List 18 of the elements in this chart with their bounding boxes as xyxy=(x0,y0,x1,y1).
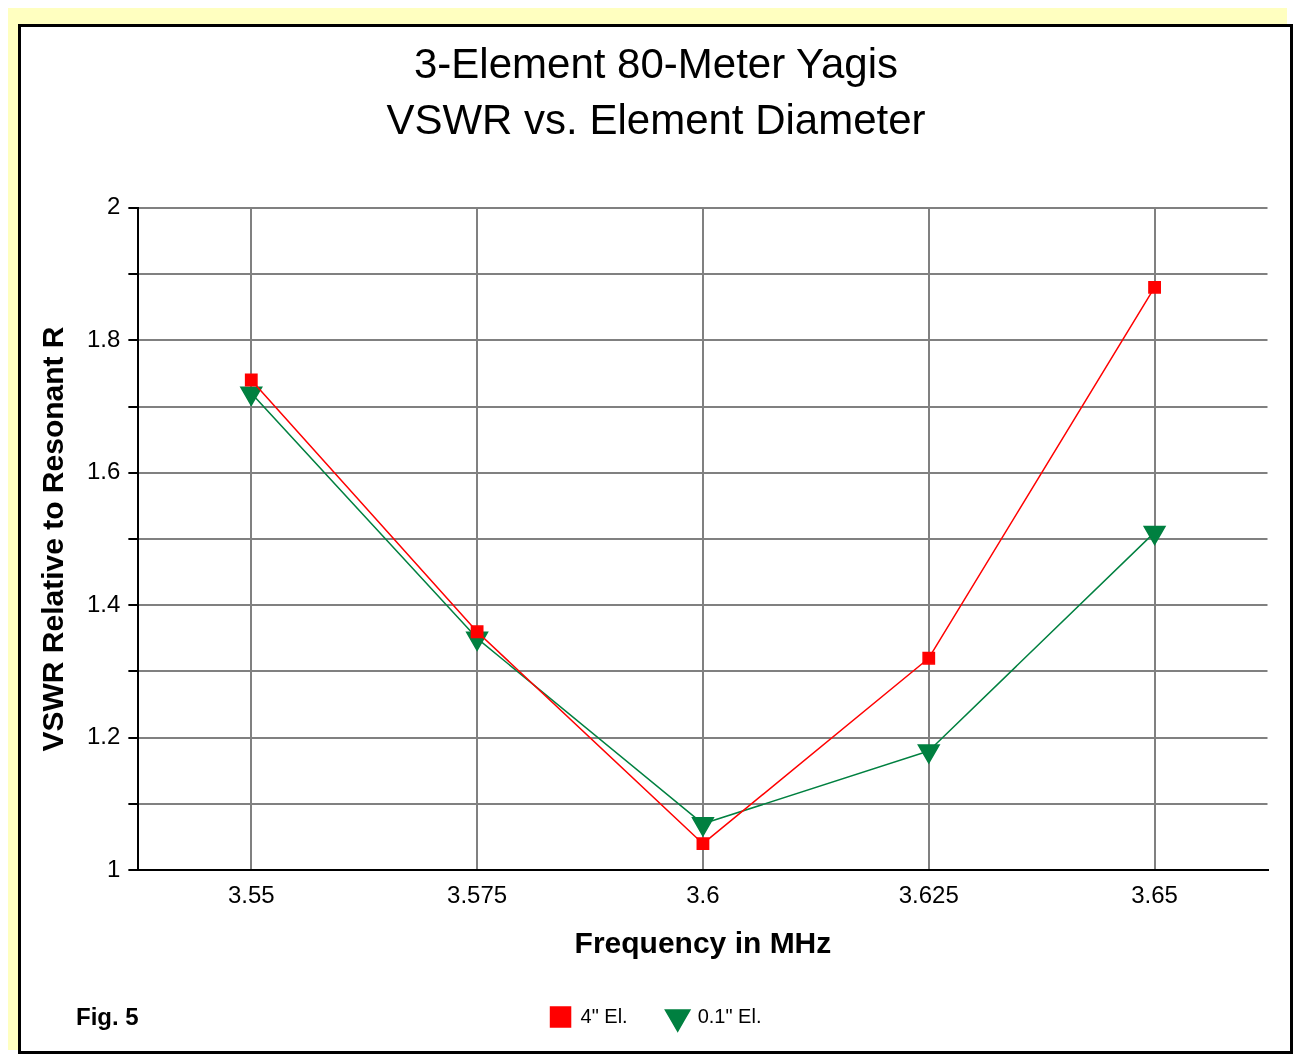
x-tick-label: 3.55 xyxy=(227,881,275,909)
y-tick-label: 1.8 xyxy=(86,324,121,352)
y-tick-label: 1.4 xyxy=(86,589,121,617)
y-tick-label: 1.2 xyxy=(86,722,121,750)
x-tick-label: 3.575 xyxy=(447,881,508,909)
caption: Fig. 5 xyxy=(76,1003,139,1031)
y-tick-label: 1 xyxy=(107,854,121,882)
y-tick-label: 2 xyxy=(107,192,121,220)
x-tick-label: 3.6 xyxy=(686,881,720,909)
x-tick-label: 3.65 xyxy=(1131,881,1178,909)
x-axis-title: Frequency in MHz xyxy=(574,926,832,960)
y-axis-title: VSWR Relative to Resonant R xyxy=(36,326,70,752)
y-tick-label: 1.6 xyxy=(86,457,121,485)
legend-label: 0.1" El. xyxy=(697,1004,762,1027)
x-tick-label: 3.625 xyxy=(898,881,959,909)
chart-title: 3-Element 80-Meter Yagis xyxy=(413,39,899,87)
legend-label: 4" El. xyxy=(580,1004,628,1027)
chart-subtitle: VSWR vs. Element Diameter xyxy=(386,96,926,144)
